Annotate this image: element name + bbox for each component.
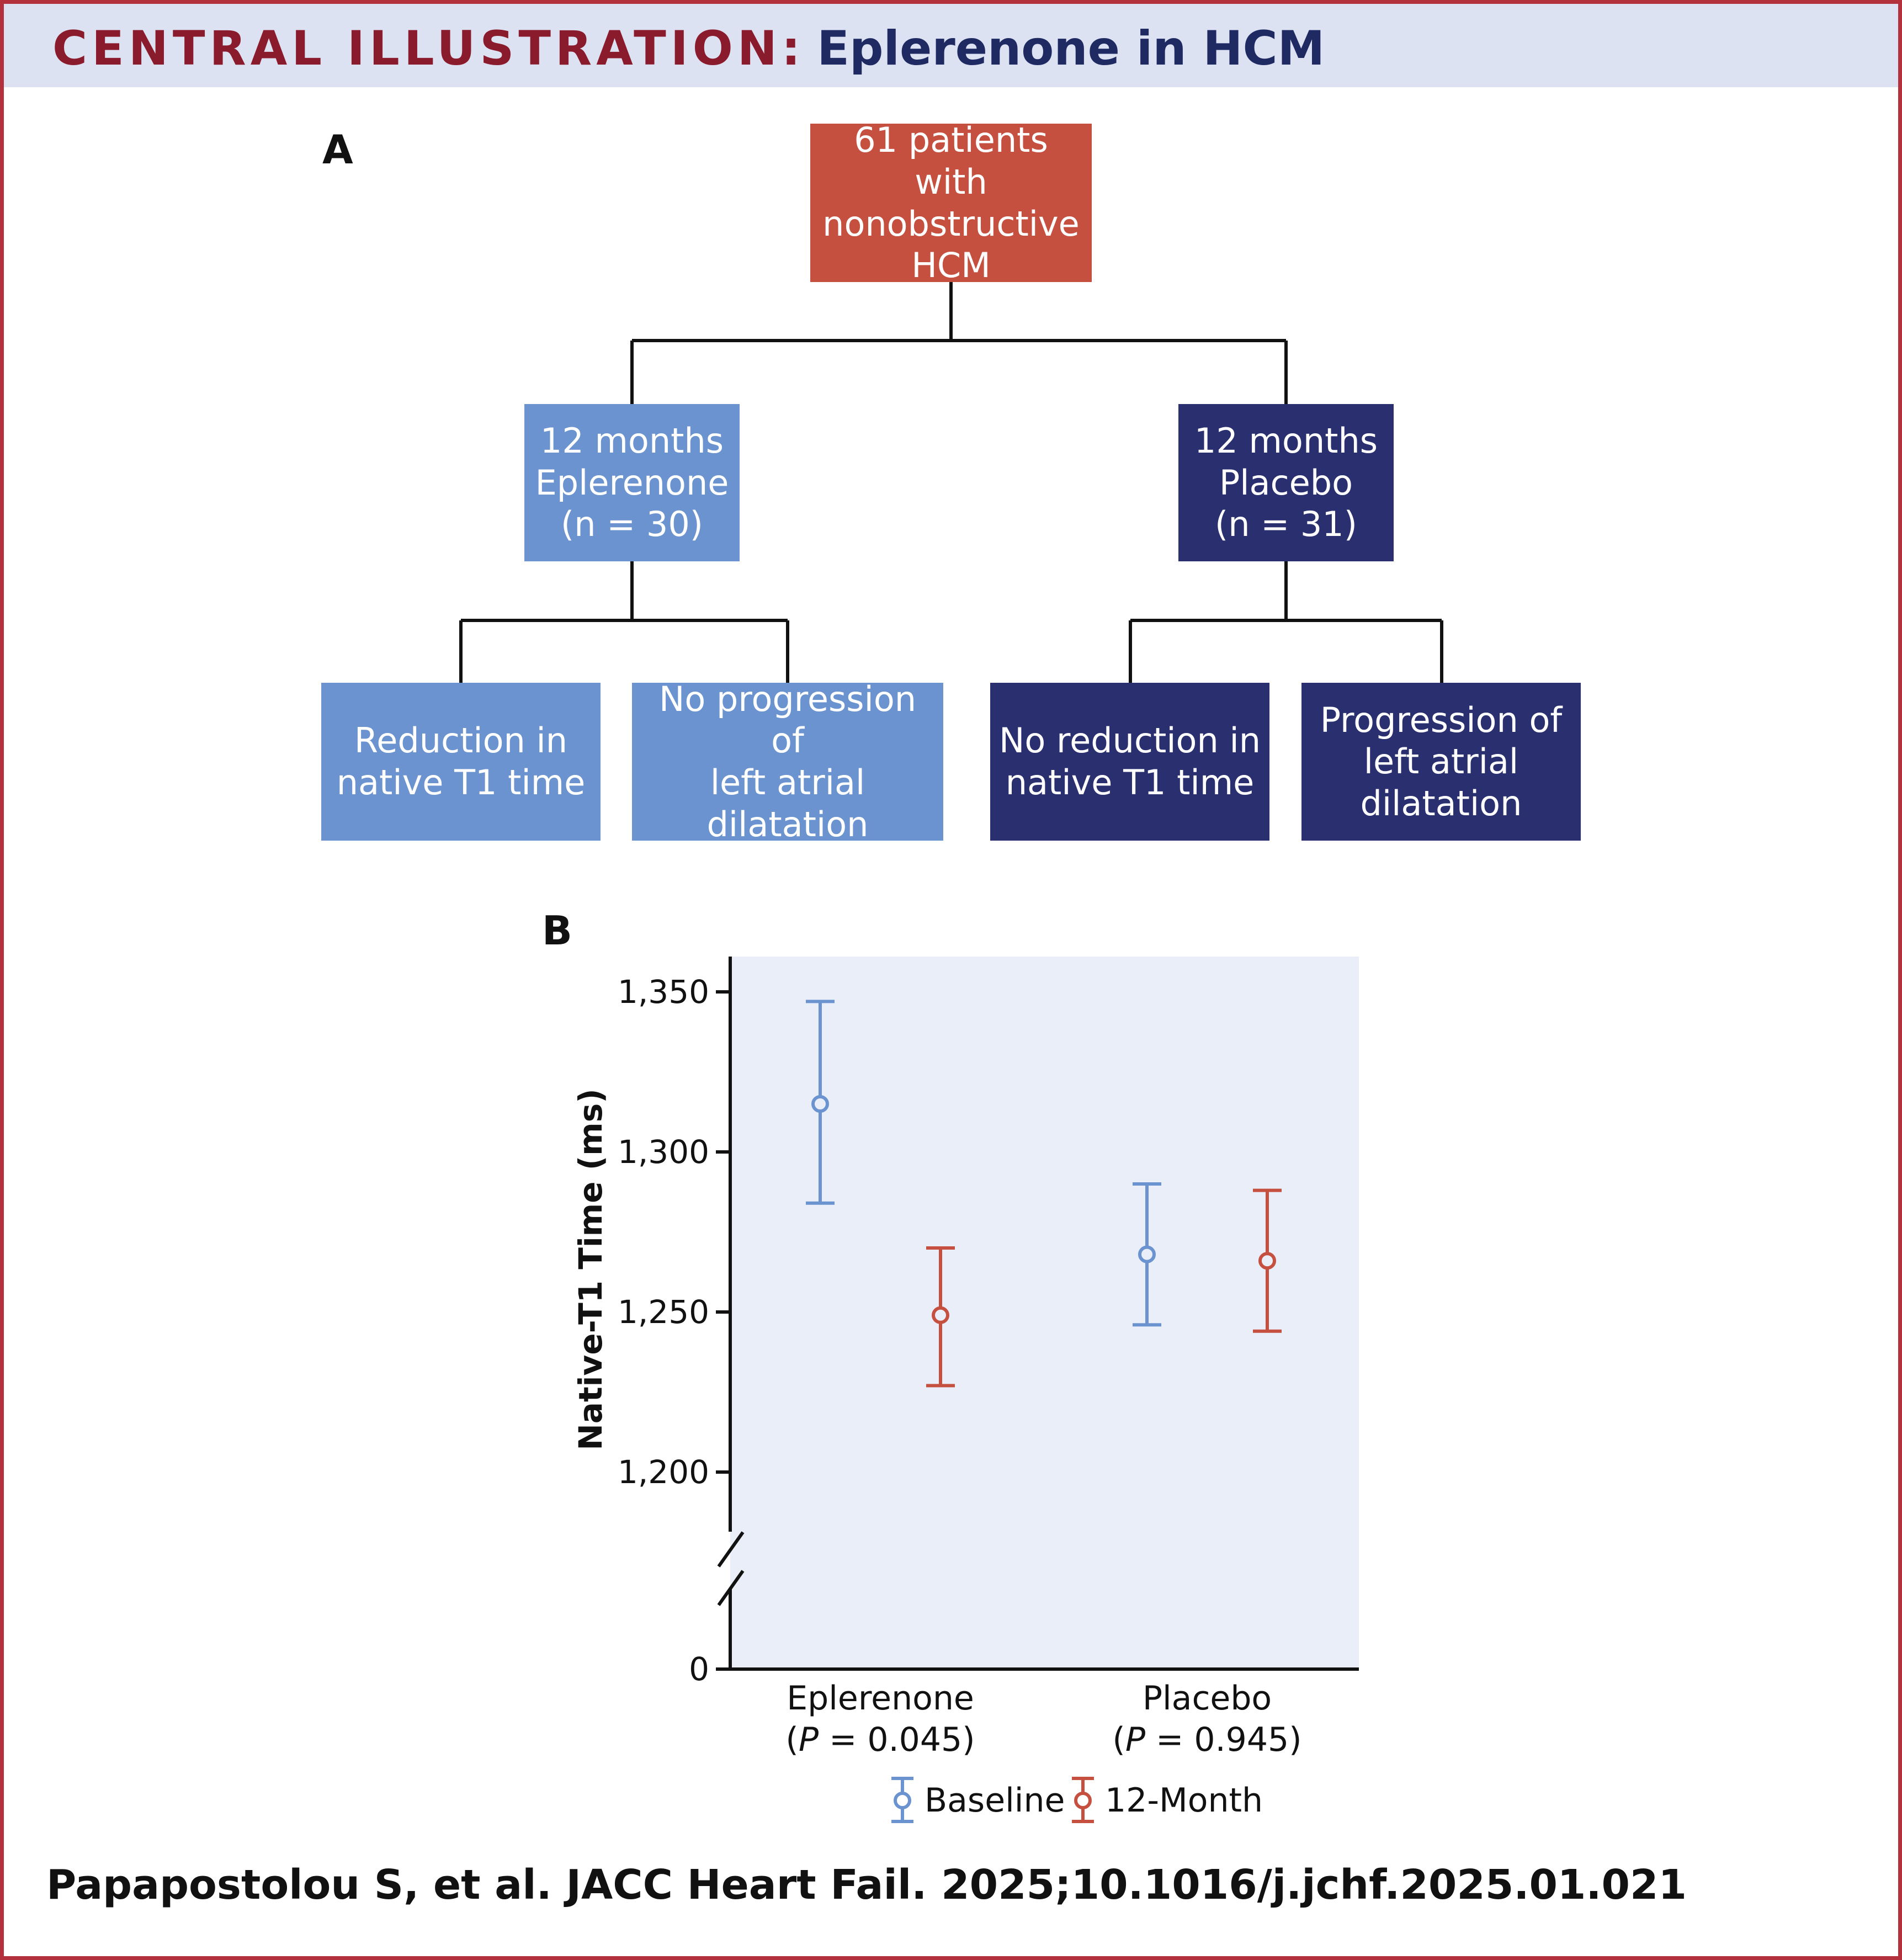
citation-footer: Papapostolou S, et al. JACC Heart Fail. … [46, 1861, 1687, 1909]
outcome-text-no-progression: No progression of left atrial dilatation [658, 678, 917, 844]
mean-point [932, 1306, 949, 1324]
x-category-label: Placebo [1143, 1679, 1272, 1718]
error-bar-12-month [926, 1246, 955, 1388]
y-tick-label: 1,350 [618, 973, 709, 1011]
header-bar: CENTRAL ILLUSTRATION: Eplerenone in HCM [4, 4, 1898, 87]
axis-break-mark [717, 1531, 745, 1568]
outcome-box-no-reduction-t1: No reduction in native T1 time [990, 683, 1269, 841]
legend-swatch-point [1074, 1792, 1092, 1809]
mean-point [1258, 1252, 1276, 1270]
header-heading: CENTRAL ILLUSTRATION: Eplerenone in HCM [52, 25, 1325, 72]
placebo-arm-text: 12 months Placebo (n = 31) [1194, 421, 1378, 545]
panel-a-letter: A [322, 126, 353, 173]
x-category-pvalue: (P = 0.945) [1112, 1720, 1301, 1759]
y-tick-label: 1,250 [618, 1293, 709, 1331]
mean-point [1138, 1245, 1156, 1263]
eplerenone-arm-box: 12 months Eplerenone (n = 30) [524, 404, 740, 561]
legend-label: 12-Month [1105, 1781, 1263, 1820]
x-category-pvalue: (P = 0.045) [785, 1720, 975, 1759]
y-tick-label: 1,300 [618, 1133, 709, 1171]
outcome-text-progression: Progression of left atrial dilatation [1320, 699, 1563, 824]
legend-label: Baseline [925, 1781, 1065, 1820]
placebo-arm-box: 12 months Placebo (n = 31) [1178, 404, 1394, 561]
plot-area [730, 957, 1359, 1669]
y-axis-label: Native-T1 Time (ms) [572, 1088, 609, 1450]
root-box-text: 61 patients with nonobstructive HCM [822, 120, 1080, 286]
mean-point [811, 1095, 829, 1113]
header-label: CENTRAL ILLUSTRATION [52, 21, 782, 76]
axis-break-mark [717, 1570, 745, 1606]
outcome-box-progression: Progression of left atrial dilatation [1301, 683, 1581, 841]
legend-swatch-point [894, 1792, 911, 1809]
x-category-label: Eplerenone [787, 1679, 974, 1718]
outcome-text-no-reduction-t1: No reduction in native T1 time [998, 720, 1261, 803]
legend-item: 12-Month [1072, 1777, 1263, 1823]
panel-b-letter: B [542, 907, 572, 954]
outcome-box-no-progression: No progression of left atrial dilatation [632, 679, 943, 844]
root-box: 61 patients with nonobstructive HCM [810, 120, 1092, 285]
error-bar-12-month [1253, 1188, 1282, 1333]
y-tick-label: 1,200 [618, 1453, 709, 1491]
header-colon: : [781, 21, 801, 76]
legend-item: Baseline [891, 1777, 1065, 1823]
outcome-box-reduction-t1: Reduction in native T1 time [321, 683, 601, 841]
error-bar-baseline [806, 1000, 835, 1205]
y-tick-label: 0 [689, 1650, 709, 1688]
outcome-text-reduction-t1: Reduction in native T1 time [336, 720, 586, 803]
header-title: Eplerenone in HCM [817, 21, 1325, 76]
eplerenone-arm-text: 12 months Eplerenone (n = 30) [535, 421, 729, 545]
error-bar-baseline [1133, 1182, 1161, 1327]
